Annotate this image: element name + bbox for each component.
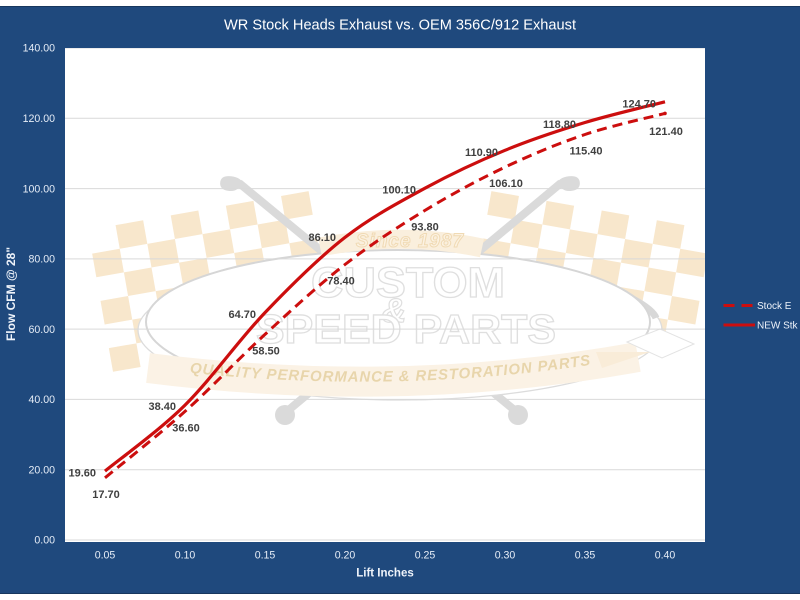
svg-text:120.00: 120.00 [23, 113, 56, 125]
svg-text:36.60: 36.60 [172, 422, 200, 434]
svg-text:0.15: 0.15 [255, 550, 276, 562]
svg-text:0.40: 0.40 [655, 550, 676, 562]
svg-text:106.10: 106.10 [489, 178, 523, 190]
svg-text:115.40: 115.40 [569, 146, 602, 158]
svg-text:NEW Stk: NEW Stk [757, 321, 799, 332]
svg-text:17.70: 17.70 [92, 489, 120, 501]
svg-text:WR Stock Heads Exhaust vs. OEM: WR Stock Heads Exhaust vs. OEM 356C/912 … [224, 18, 576, 34]
svg-text:64.70: 64.70 [228, 309, 256, 321]
svg-text:140.00: 140.00 [23, 43, 56, 55]
svg-text:93.80: 93.80 [411, 221, 439, 233]
svg-text:124.70: 124.70 [622, 98, 656, 110]
svg-text:&: & [382, 292, 407, 330]
svg-text:0.20: 0.20 [335, 550, 356, 562]
svg-text:Since 1987: Since 1987 [356, 231, 465, 252]
svg-text:0.25: 0.25 [415, 550, 436, 562]
svg-text:40.00: 40.00 [28, 394, 55, 406]
svg-text:0.10: 0.10 [175, 550, 196, 562]
svg-text:100.10: 100.10 [382, 185, 416, 197]
svg-text:Lift Inches: Lift Inches [356, 568, 414, 580]
svg-text:100.00: 100.00 [23, 183, 56, 195]
svg-text:118.80: 118.80 [543, 119, 576, 131]
svg-text:78.40: 78.40 [327, 276, 355, 288]
svg-text:110.90: 110.90 [465, 147, 498, 159]
svg-text:86.10: 86.10 [308, 232, 336, 244]
svg-text:80.00: 80.00 [28, 254, 55, 266]
svg-text:0.00: 0.00 [34, 535, 55, 547]
svg-text:0.05: 0.05 [95, 550, 116, 562]
svg-text:60.00: 60.00 [28, 324, 55, 336]
svg-text:121.40: 121.40 [649, 126, 683, 138]
svg-text:20.00: 20.00 [28, 464, 55, 476]
svg-text:Flow CFM @ 28": Flow CFM @ 28" [4, 247, 18, 341]
svg-text:Stock E: Stock E [757, 301, 792, 312]
svg-text:19.60: 19.60 [68, 468, 96, 480]
svg-text:0.35: 0.35 [575, 550, 596, 562]
svg-text:58.50: 58.50 [252, 345, 280, 357]
svg-text:CUSTOM: CUSTOM [311, 259, 505, 307]
svg-text:0.30: 0.30 [495, 550, 516, 562]
svg-text:38.40: 38.40 [148, 401, 176, 413]
